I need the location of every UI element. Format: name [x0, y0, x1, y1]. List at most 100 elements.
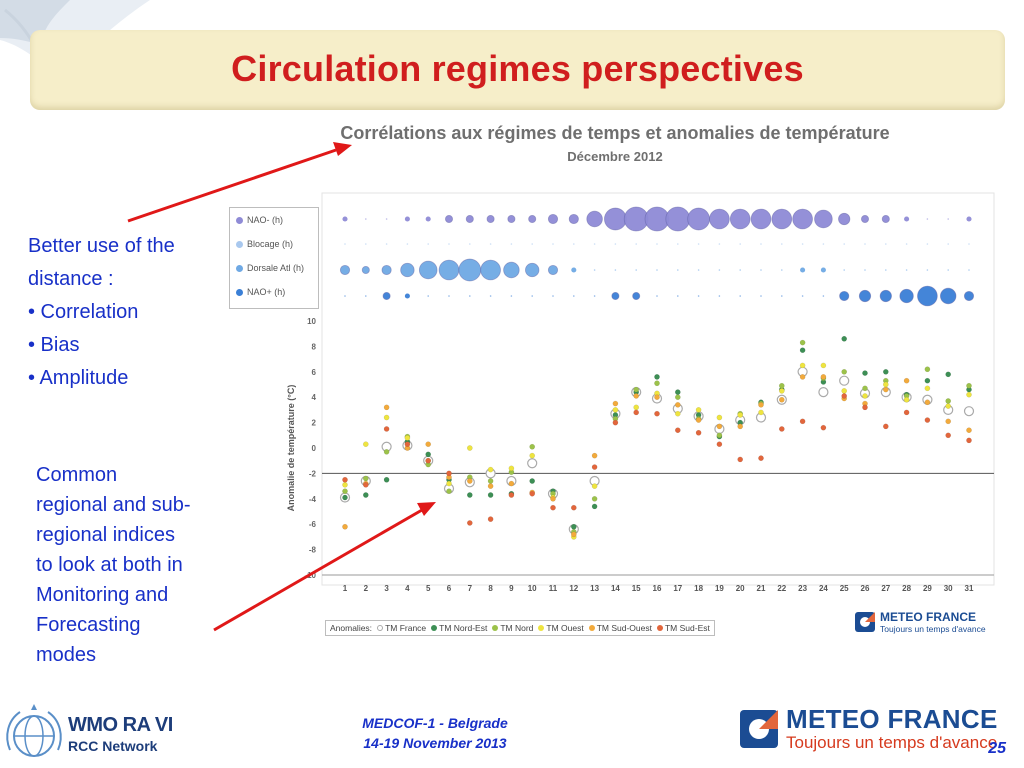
x-tick-label: 12 — [569, 584, 578, 593]
x-tick-label: 3 — [384, 584, 389, 593]
anomaly-point — [674, 401, 681, 408]
regime-bubble — [525, 262, 540, 278]
regime-bubble — [968, 243, 970, 245]
anomaly-point — [466, 492, 473, 498]
x-tick-label: 5 — [426, 584, 431, 593]
anomaly-point — [737, 423, 744, 430]
anomaly-point — [818, 387, 829, 398]
side-point: Forecasting — [36, 614, 141, 636]
regime-bubble — [905, 269, 908, 271]
regime-bubble — [552, 243, 554, 245]
regime-bubble — [966, 216, 972, 222]
anomaly-point — [570, 531, 577, 538]
x-tick-label: 15 — [632, 584, 641, 593]
regime-bubble — [771, 208, 793, 230]
regime-bubble — [677, 243, 679, 245]
anomalies-legend-label: Anomalies: — [330, 623, 373, 633]
anomaly-point — [633, 393, 640, 399]
anomaly-point — [466, 520, 473, 526]
x-tick-label: 13 — [590, 584, 599, 593]
legend-item-dorsale: Dorsale Atl (h) — [236, 263, 304, 273]
anomaly-point — [799, 339, 806, 346]
anomaly-point — [924, 385, 931, 392]
anomaly-point — [487, 478, 494, 484]
regime-bubble — [963, 290, 975, 302]
regime-bubble — [947, 243, 949, 245]
x-tick-label: 30 — [944, 584, 953, 593]
anomaly-point — [945, 418, 952, 425]
regime-bubble — [905, 243, 908, 245]
regime-bubble — [687, 207, 710, 231]
regime-bubble — [489, 295, 492, 297]
regime-bubble — [947, 218, 949, 220]
anomaly-point — [654, 374, 660, 380]
y-tick-label: -2 — [309, 469, 317, 478]
regime-bubble — [839, 290, 850, 302]
anomaly-point — [404, 434, 411, 441]
anomaly-point — [446, 488, 452, 495]
anomaly-point — [342, 476, 348, 483]
regime-bubble — [750, 208, 772, 230]
anomaly-point — [695, 417, 702, 423]
annotation-arrow-bottom — [213, 502, 436, 632]
regime-bubble — [448, 243, 450, 245]
rcc-network-label: RCC Network — [68, 738, 158, 754]
regime-bubble — [632, 291, 641, 300]
regime-bubble — [947, 269, 949, 271]
anomaly-point — [612, 419, 619, 426]
x-tick-label: 18 — [694, 584, 703, 593]
anomaly-point — [945, 403, 952, 409]
x-tick-label: 28 — [902, 584, 911, 593]
side-points-distance: Better use of the distance : • Correlati… — [28, 230, 175, 395]
regime-bubble — [635, 269, 637, 271]
regime-bubble — [697, 269, 700, 271]
side-point: modes — [36, 644, 97, 666]
anomaly-point — [446, 480, 452, 487]
regime-bubble — [339, 264, 351, 276]
regime-bubble — [614, 243, 617, 245]
anomaly-point — [966, 437, 972, 444]
anomaly-point — [404, 441, 411, 448]
anomaly-point — [446, 470, 452, 477]
footer-event: MEDCOF-1 - Belgrade 14-19 November 2013 — [320, 713, 550, 753]
legend-swatch — [236, 216, 243, 224]
anomaly-point — [633, 404, 640, 411]
anomaly-point — [903, 396, 910, 403]
regime-bubble — [571, 267, 577, 273]
anomaly-point — [737, 456, 744, 463]
anomaly-point — [862, 385, 868, 392]
plot-frame — [321, 192, 995, 586]
regime-bubble — [709, 208, 730, 230]
legend-item-tm-sud-ouest: TM Sud-Ouest — [588, 623, 652, 633]
regime-bubble — [458, 258, 482, 282]
anomaly-point — [362, 492, 369, 498]
regime-bubble — [344, 295, 346, 297]
regime-bubble — [469, 295, 471, 297]
meteo-france-tagline-small: Toujours un temps d'avance — [880, 624, 986, 634]
regime-bubble — [881, 214, 890, 223]
x-tick-label: 7 — [468, 584, 473, 593]
anomaly-point — [425, 451, 432, 458]
regime-bubble — [361, 265, 370, 274]
anomaly-point — [674, 394, 681, 401]
regime-bubble — [531, 295, 533, 297]
anomaly-point — [924, 399, 931, 406]
anomaly-point — [716, 432, 723, 439]
anomaly-point — [799, 362, 806, 369]
regime-bubble — [843, 269, 845, 271]
x-tick-label: 25 — [840, 584, 849, 593]
side-points-indices: Common regional and sub- regional indice… — [36, 460, 191, 670]
anomaly-point — [612, 407, 619, 413]
anomaly-point — [487, 516, 494, 522]
anomaly-point — [529, 452, 536, 459]
regime-bubble — [385, 243, 388, 245]
anomaly-point — [820, 362, 827, 369]
meteo-france-name: METEO FRANCE — [786, 704, 998, 734]
anomaly-point — [966, 391, 972, 398]
regime-bubble — [904, 216, 910, 222]
regime-bubble — [381, 264, 392, 276]
regime-bubble — [614, 269, 617, 271]
regime-bubble — [486, 214, 495, 223]
side-point: Monitoring and — [36, 584, 169, 606]
regime-bubble — [418, 260, 438, 280]
